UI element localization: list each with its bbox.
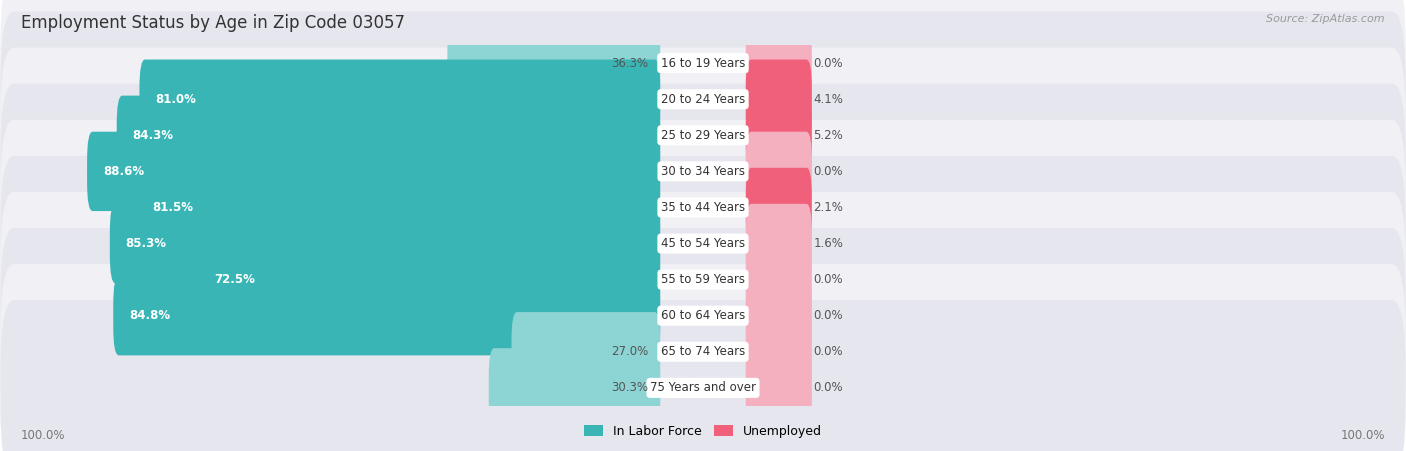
FancyBboxPatch shape — [0, 156, 1406, 331]
FancyBboxPatch shape — [87, 132, 661, 211]
Text: 1.6%: 1.6% — [813, 237, 844, 250]
Text: 100.0%: 100.0% — [1340, 429, 1385, 442]
Text: 65 to 74 Years: 65 to 74 Years — [661, 345, 745, 358]
FancyBboxPatch shape — [0, 84, 1406, 259]
Text: 25 to 29 Years: 25 to 29 Years — [661, 129, 745, 142]
Text: 0.0%: 0.0% — [813, 273, 842, 286]
FancyBboxPatch shape — [198, 240, 661, 319]
Text: 20 to 24 Years: 20 to 24 Years — [661, 93, 745, 106]
FancyBboxPatch shape — [0, 120, 1406, 295]
Text: 0.0%: 0.0% — [813, 57, 842, 69]
FancyBboxPatch shape — [745, 204, 811, 283]
FancyBboxPatch shape — [745, 240, 811, 319]
FancyBboxPatch shape — [512, 312, 661, 391]
Text: 30.3%: 30.3% — [610, 382, 648, 394]
FancyBboxPatch shape — [745, 60, 811, 139]
Text: 30 to 34 Years: 30 to 34 Years — [661, 165, 745, 178]
FancyBboxPatch shape — [139, 60, 661, 139]
FancyBboxPatch shape — [745, 312, 811, 391]
Text: 45 to 54 Years: 45 to 54 Years — [661, 237, 745, 250]
Text: 16 to 19 Years: 16 to 19 Years — [661, 57, 745, 69]
Text: Source: ZipAtlas.com: Source: ZipAtlas.com — [1267, 14, 1385, 23]
Text: 88.6%: 88.6% — [103, 165, 143, 178]
FancyBboxPatch shape — [114, 276, 661, 355]
FancyBboxPatch shape — [0, 0, 1406, 151]
FancyBboxPatch shape — [0, 300, 1406, 451]
Text: 55 to 59 Years: 55 to 59 Years — [661, 273, 745, 286]
FancyBboxPatch shape — [745, 168, 811, 247]
FancyBboxPatch shape — [745, 348, 811, 428]
FancyBboxPatch shape — [745, 96, 811, 175]
Text: 85.3%: 85.3% — [125, 237, 167, 250]
FancyBboxPatch shape — [117, 96, 661, 175]
Text: 81.0%: 81.0% — [155, 93, 197, 106]
FancyBboxPatch shape — [0, 228, 1406, 403]
Text: 84.3%: 84.3% — [132, 129, 173, 142]
Text: 0.0%: 0.0% — [813, 382, 842, 394]
FancyBboxPatch shape — [0, 192, 1406, 367]
Text: 81.5%: 81.5% — [152, 201, 193, 214]
Text: 35 to 44 Years: 35 to 44 Years — [661, 201, 745, 214]
Text: 75 Years and over: 75 Years and over — [650, 382, 756, 394]
Text: 0.0%: 0.0% — [813, 165, 842, 178]
FancyBboxPatch shape — [447, 23, 661, 103]
Text: 5.2%: 5.2% — [813, 129, 844, 142]
FancyBboxPatch shape — [745, 132, 811, 211]
Text: 2.1%: 2.1% — [813, 201, 844, 214]
FancyBboxPatch shape — [0, 48, 1406, 223]
FancyBboxPatch shape — [745, 23, 811, 103]
Text: Employment Status by Age in Zip Code 03057: Employment Status by Age in Zip Code 030… — [21, 14, 405, 32]
Text: 84.8%: 84.8% — [129, 309, 170, 322]
Text: 0.0%: 0.0% — [813, 309, 842, 322]
Text: 100.0%: 100.0% — [21, 429, 66, 442]
Text: 4.1%: 4.1% — [813, 93, 844, 106]
Text: 72.5%: 72.5% — [214, 273, 254, 286]
FancyBboxPatch shape — [136, 168, 661, 247]
FancyBboxPatch shape — [489, 348, 661, 428]
Legend: In Labor Force, Unemployed: In Labor Force, Unemployed — [579, 420, 827, 443]
Text: 0.0%: 0.0% — [813, 345, 842, 358]
Text: 27.0%: 27.0% — [610, 345, 648, 358]
FancyBboxPatch shape — [745, 276, 811, 355]
FancyBboxPatch shape — [0, 264, 1406, 439]
FancyBboxPatch shape — [110, 204, 661, 283]
FancyBboxPatch shape — [0, 12, 1406, 187]
Text: 60 to 64 Years: 60 to 64 Years — [661, 309, 745, 322]
Text: 36.3%: 36.3% — [610, 57, 648, 69]
